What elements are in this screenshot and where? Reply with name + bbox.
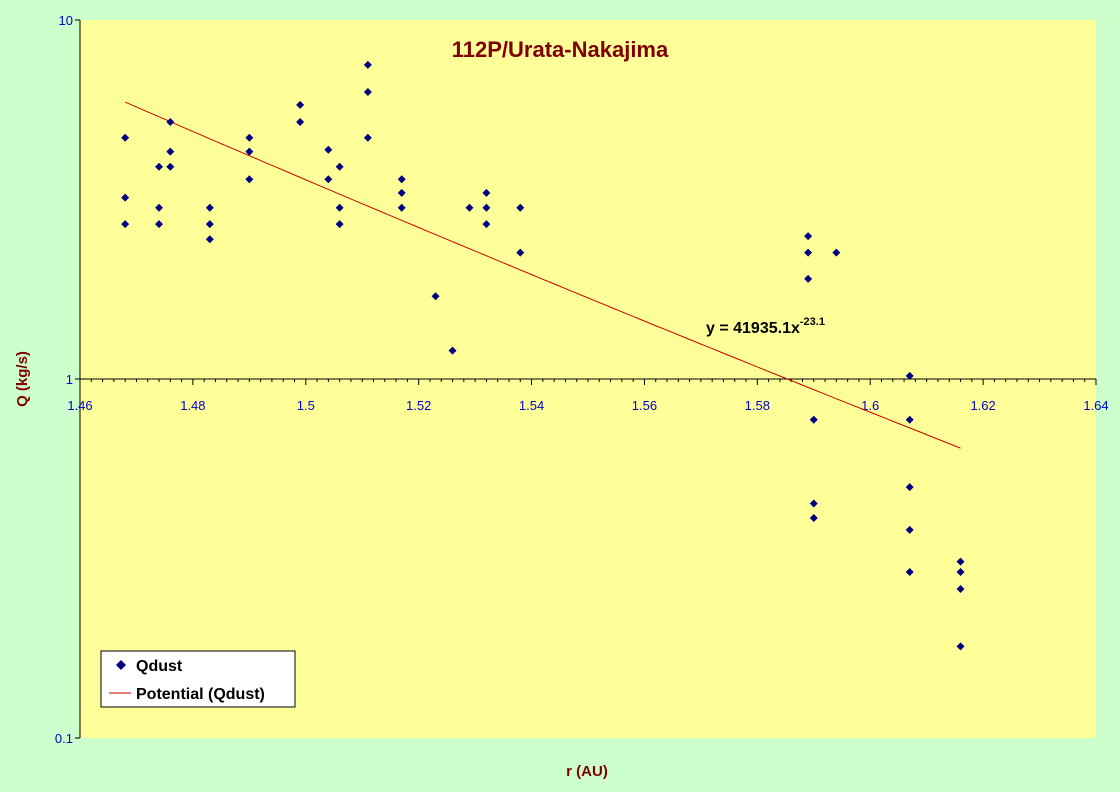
x-axis: 1.46 1.48 1.5 1.52 1.54 1.56 1.58 1.6 1.62 1.64 <box>67 379 1109 413</box>
scatter-points <box>121 60 965 651</box>
data-point <box>905 415 914 424</box>
data-point <box>482 188 491 197</box>
trendline-equation: y = 41935.1x-23.1 <box>706 316 825 337</box>
data-point <box>905 567 914 576</box>
data-point <box>121 220 130 229</box>
x-tick-label: 1.54 <box>519 398 544 413</box>
data-point <box>335 162 344 171</box>
data-point <box>335 203 344 212</box>
x-tick-label: 1.6 <box>861 398 879 413</box>
equation-exponent: -23.1 <box>800 316 825 328</box>
data-point <box>516 203 525 212</box>
legend: Qdust Potential (Qdust) <box>100 650 296 708</box>
data-point <box>465 203 474 212</box>
trendline-layer <box>124 101 961 449</box>
data-point <box>121 133 130 142</box>
data-point <box>363 88 372 97</box>
x-tick-label: 1.64 <box>1083 398 1108 413</box>
y-tick-label: 10 <box>59 13 73 28</box>
x-tick-label: 1.56 <box>632 398 657 413</box>
data-point <box>804 248 813 257</box>
data-point <box>335 220 344 229</box>
chart-title: 112P/Urata-Nakajima <box>452 37 669 62</box>
data-point <box>205 203 214 212</box>
data-point <box>956 585 965 594</box>
x-tick-label: 1.58 <box>745 398 770 413</box>
x-tick-label: 1.48 <box>180 398 205 413</box>
data-point <box>121 193 130 202</box>
data-point <box>205 220 214 229</box>
data-point <box>809 415 818 424</box>
legend-box <box>100 650 296 708</box>
data-point <box>363 60 372 69</box>
x-axis-title: r (AU) <box>566 763 608 780</box>
x-tick-label: 1.62 <box>970 398 995 413</box>
data-point <box>482 203 491 212</box>
data-point <box>956 567 965 576</box>
data-point <box>296 100 305 109</box>
data-point <box>363 133 372 142</box>
data-point <box>166 117 175 126</box>
data-point <box>245 175 254 184</box>
data-point <box>245 133 254 142</box>
data-point <box>155 220 164 229</box>
x-tick-label: 1.46 <box>67 398 92 413</box>
y-tick-label: 0.1 <box>55 731 73 746</box>
x-tick-label: 1.5 <box>297 398 315 413</box>
data-point <box>809 499 818 508</box>
data-point <box>956 642 965 651</box>
data-point <box>482 220 491 229</box>
data-point <box>324 175 333 184</box>
y-tick-label: 1 <box>66 372 73 387</box>
data-point <box>809 514 818 523</box>
y-axis-title: Q (kg/s) <box>14 351 31 407</box>
data-point <box>296 117 305 126</box>
legend-label-trend: Potential (Qdust) <box>136 686 265 703</box>
data-point <box>832 248 841 257</box>
data-point <box>166 147 175 156</box>
y-axis: 0.1 1 10 <box>55 13 80 746</box>
data-point <box>804 274 813 283</box>
data-point <box>245 147 254 156</box>
data-point <box>905 525 914 534</box>
legend-marker-qdust <box>116 660 126 670</box>
data-point <box>397 203 406 212</box>
data-point <box>155 203 164 212</box>
data-point <box>804 232 813 241</box>
equation-base: y = 41935.1x <box>706 320 800 337</box>
data-point <box>205 235 214 244</box>
data-point <box>448 346 457 355</box>
data-point <box>166 162 175 171</box>
data-point <box>905 483 914 492</box>
legend-label-qdust: Qdust <box>136 658 183 675</box>
data-point <box>324 145 333 154</box>
trendline <box>124 101 961 449</box>
data-point <box>516 248 525 257</box>
data-point <box>905 371 914 380</box>
data-point <box>956 557 965 566</box>
data-point <box>155 162 164 171</box>
data-point <box>397 175 406 184</box>
x-tick-label: 1.52 <box>406 398 431 413</box>
data-point <box>431 292 440 301</box>
data-point <box>397 188 406 197</box>
